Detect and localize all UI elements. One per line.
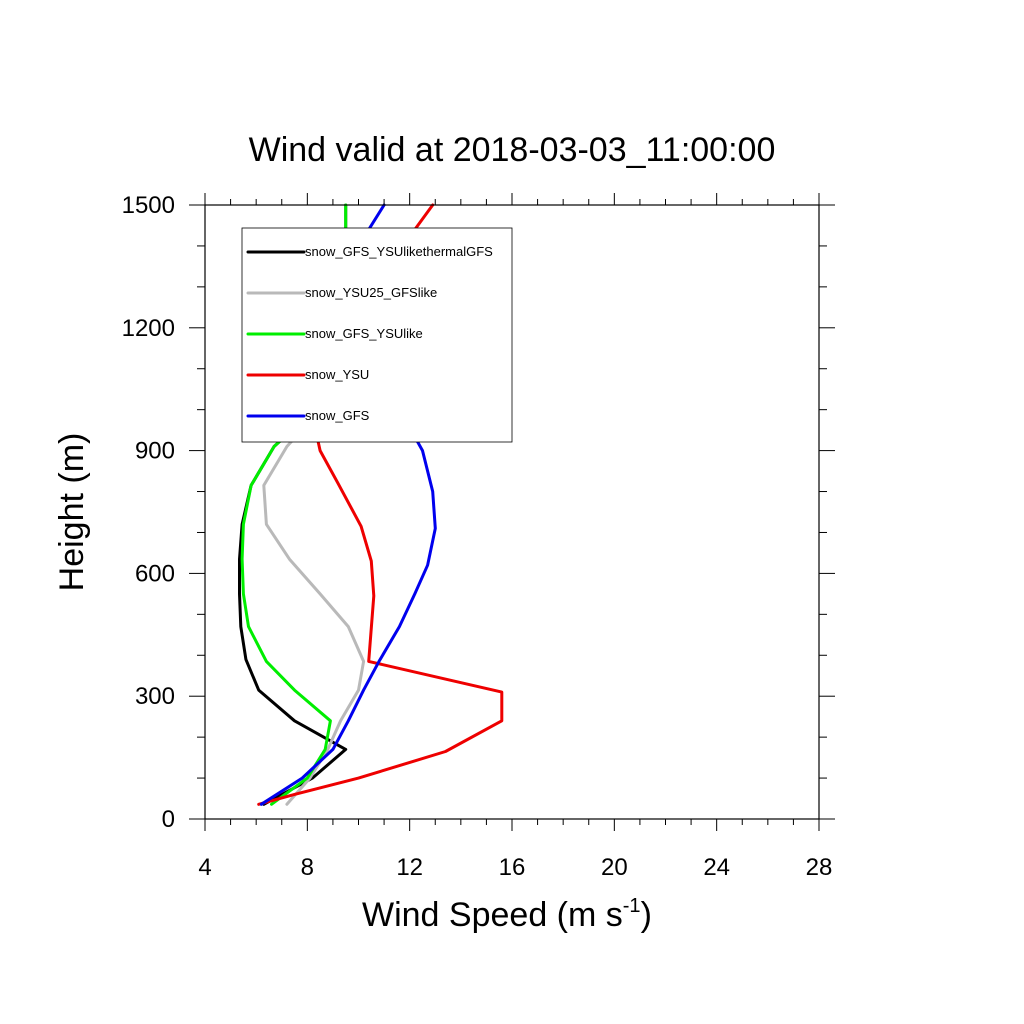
legend-label: snow_GFS — [305, 408, 370, 423]
x-tick-label: 28 — [806, 854, 833, 881]
chart-title: Wind valid at 2018-03-03_11:00:00 — [249, 131, 776, 169]
y-tick-label: 1200 — [122, 315, 175, 342]
y-tick-label: 0 — [162, 806, 175, 833]
y-tick-label: 300 — [135, 683, 175, 710]
y-axis-label: Height (m) — [53, 433, 91, 592]
x-tick-label: 16 — [499, 854, 526, 881]
x-axis-label-end: ) — [641, 896, 652, 934]
legend-label: snow_GFS_YSUlike — [305, 326, 423, 341]
x-tick-label: 24 — [703, 854, 730, 881]
x-axis-label-superscript: -1 — [623, 895, 641, 917]
y-tick-label: 1500 — [122, 192, 175, 219]
x-tick-label: 12 — [396, 854, 423, 881]
x-tick-label: 20 — [601, 854, 628, 881]
tick-layer: 4 8 12 16 20 24 28 0 300 600 900 1200 1500 — [122, 192, 835, 881]
x-tick-label: 4 — [198, 854, 211, 881]
legend-label: snow_YSU — [305, 367, 369, 382]
x-axis-label-main: Wind Speed (m s — [362, 896, 623, 934]
legend: snow_GFS_YSUlikethermalGFS snow_YSU25_GFS… — [241, 227, 513, 443]
x-tick-label: 8 — [301, 854, 314, 881]
y-tick-label: 600 — [135, 560, 175, 587]
x-axis-label: Wind Speed (m s-1) — [362, 895, 652, 934]
legend-label: snow_YSU25_GFSlike — [305, 285, 437, 300]
legend-label: snow_GFS_YSUlikethermalGFS — [305, 244, 493, 259]
y-tick-label: 900 — [135, 438, 175, 465]
